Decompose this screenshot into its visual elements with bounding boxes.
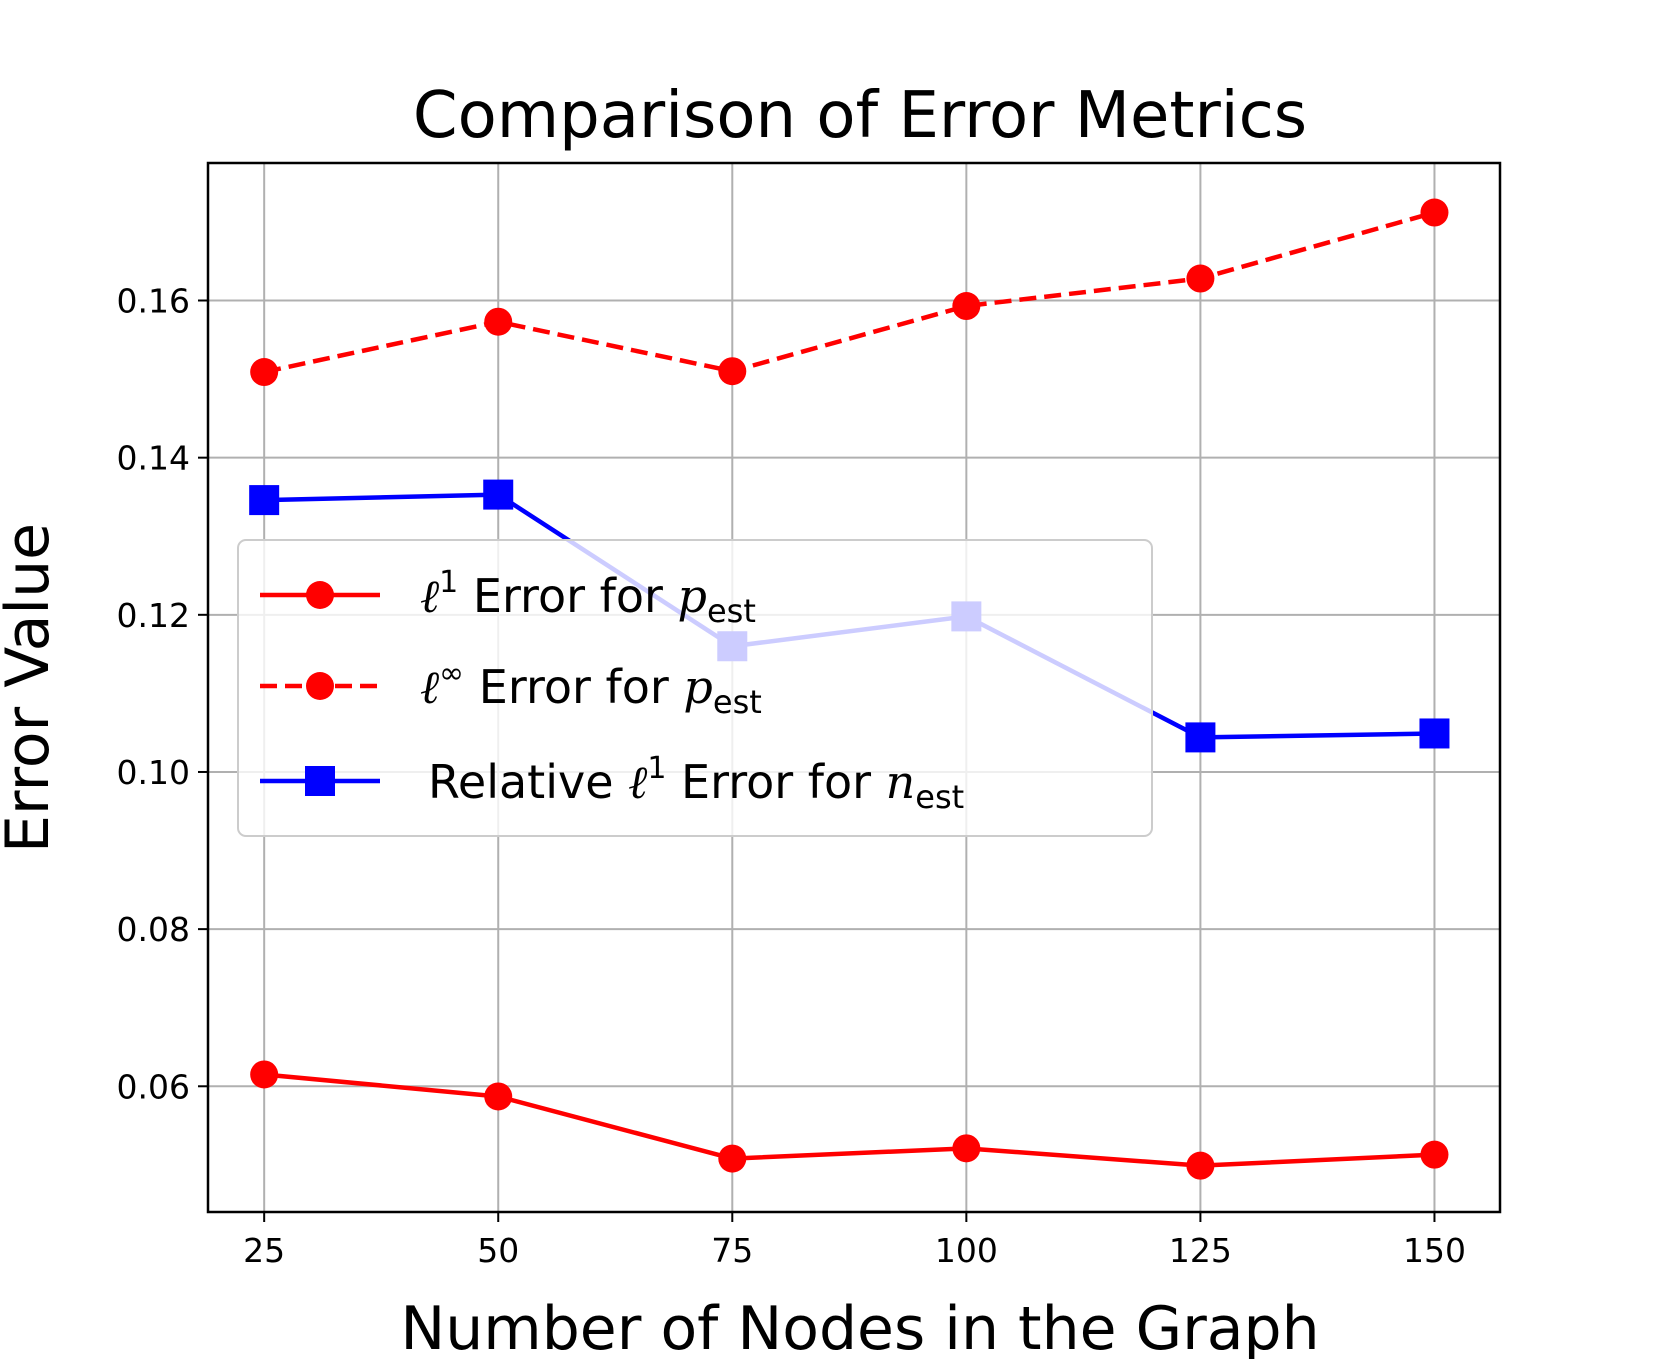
data-point	[250, 1060, 279, 1089]
series-layer	[249, 198, 1450, 1180]
series-line	[263, 210, 1436, 375]
data-point	[718, 1144, 747, 1173]
data-point	[1186, 264, 1215, 293]
data-point	[484, 1082, 513, 1111]
x-tick-label: 50	[477, 1231, 519, 1270]
data-point	[483, 479, 514, 510]
x-tick-label: 25	[243, 1231, 285, 1270]
legend-marker	[306, 672, 334, 700]
x-axis-label: Number of Nodes in the Graph	[400, 1294, 1319, 1359]
data-point	[1419, 718, 1450, 749]
data-point	[718, 357, 747, 386]
legend-entry: Relative ℓ1 Error for nest	[260, 751, 964, 816]
series-l1_p	[250, 1060, 1449, 1180]
y-tick-label: 0.06	[117, 1067, 190, 1106]
x-tick-label: 150	[1403, 1231, 1466, 1270]
data-point	[952, 1134, 981, 1163]
y-tick-label: 0.12	[117, 596, 190, 635]
y-tick-label: 0.08	[117, 910, 190, 949]
series-linf_p	[250, 198, 1449, 387]
x-tick-label: 100	[935, 1231, 998, 1270]
y-axis-label: Error Value	[0, 523, 63, 853]
legend-label: Relative ℓ1 Error for nest	[428, 751, 964, 816]
legend-marker	[306, 581, 334, 609]
legend: ℓ1 Error for pest ℓ∞ Error for pest Relati…	[237, 539, 1153, 837]
x-tick-label: 125	[1169, 1231, 1232, 1270]
ticks: 25 50 75 100 125 150 0.06 0.08 0.10 0.12 0.14 0.16	[117, 282, 1466, 1270]
legend-entry: ℓ∞ Error for pest	[260, 656, 762, 721]
data-point	[249, 485, 280, 516]
data-point	[1186, 1151, 1215, 1180]
series-line	[263, 1072, 1435, 1168]
data-point	[952, 292, 981, 321]
y-tick-label: 0.16	[117, 282, 190, 321]
legend-label: ℓ1 Error for pest	[420, 565, 756, 630]
y-tick-label: 0.10	[117, 753, 190, 792]
data-point	[250, 358, 279, 387]
data-point	[484, 307, 513, 336]
legend-marker	[305, 766, 335, 796]
x-tick-label: 75	[711, 1231, 753, 1270]
plot-frame	[206, 161, 1502, 1214]
y-tick-label: 0.14	[117, 439, 190, 478]
data-point	[1185, 722, 1216, 753]
legend-box	[237, 539, 1153, 837]
data-point	[1420, 1140, 1449, 1169]
legend-label: ℓ∞ Error for pest	[420, 656, 762, 721]
chart-title: Comparison of Error Metrics	[413, 79, 1307, 153]
legend-entry: ℓ1 Error for pest	[260, 565, 756, 630]
data-point	[1420, 198, 1449, 227]
